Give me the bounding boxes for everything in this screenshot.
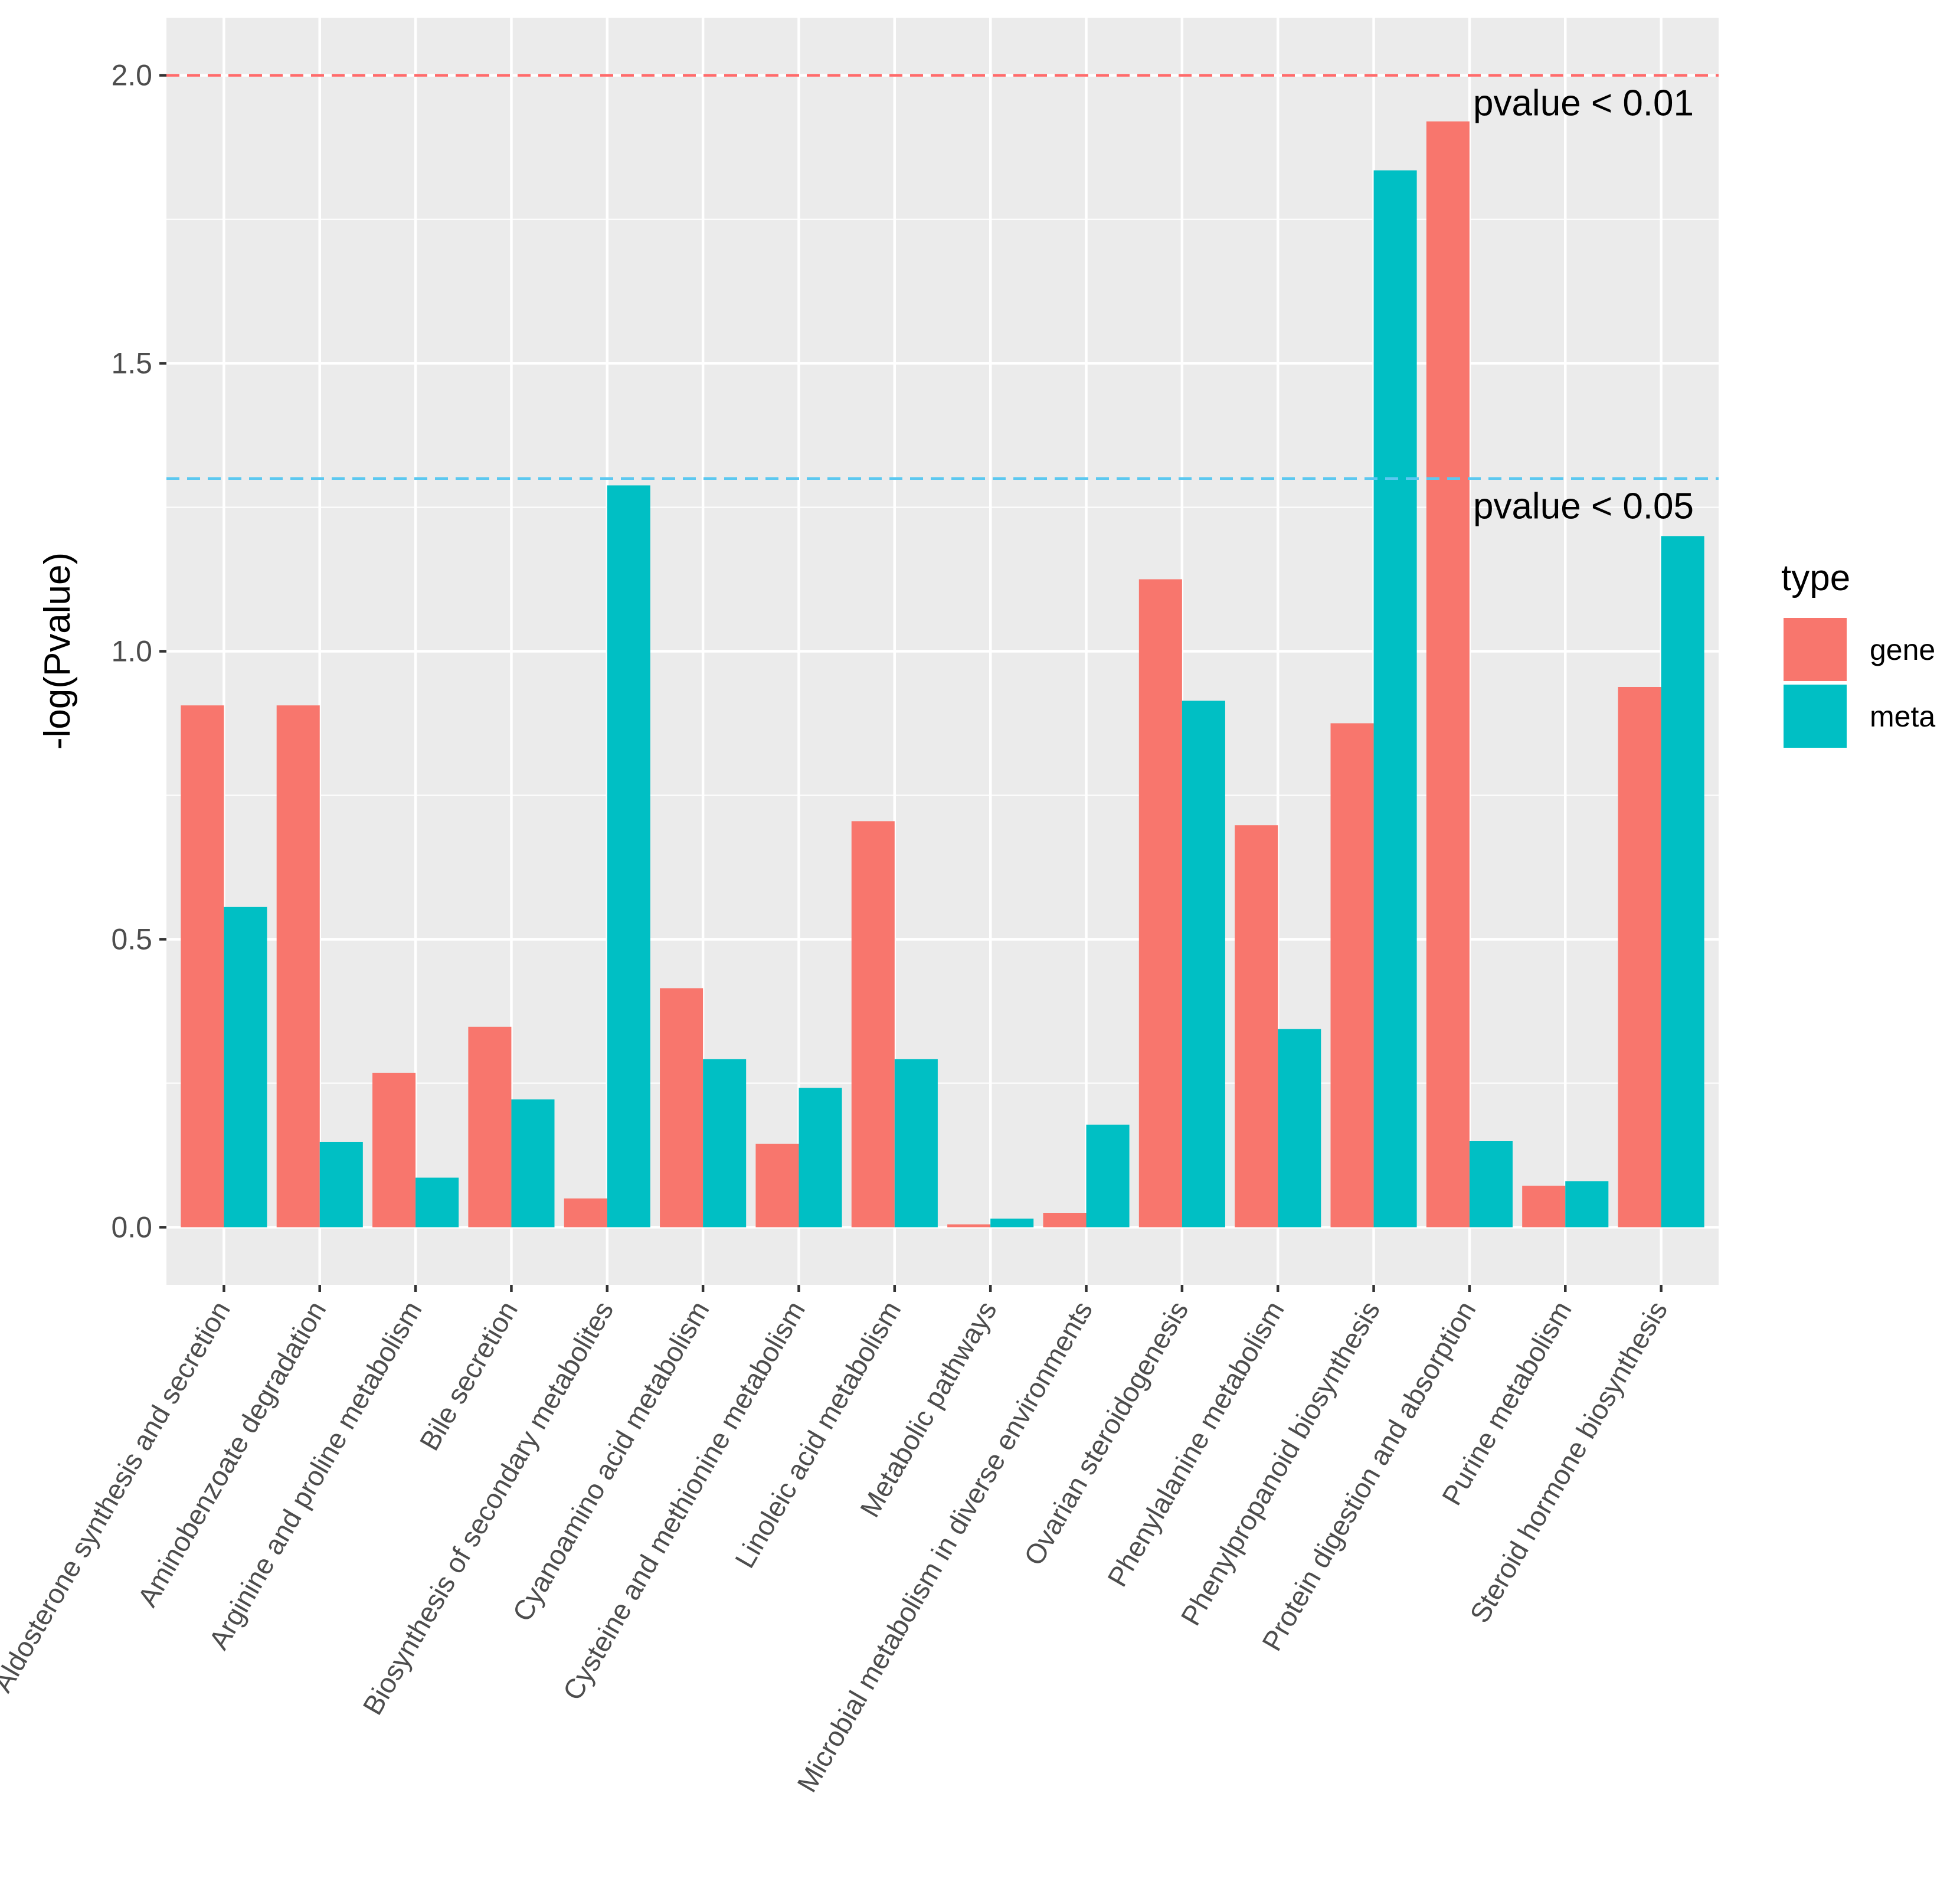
bar-gene-0: [181, 705, 224, 1228]
bar-meta-4: [607, 485, 650, 1228]
bar-gene-9: [1043, 1213, 1087, 1228]
y-tick-label-1: 0.5: [111, 922, 152, 955]
bar-gene-11: [1235, 825, 1278, 1228]
reference-label-0: pvalue < 0.01: [1473, 83, 1694, 124]
bar-meta-7: [894, 1059, 938, 1228]
x-tick-label-11: Phenylalanine metabolism: [1101, 1296, 1290, 1592]
bar-gene-7: [851, 821, 895, 1228]
bar-meta-8: [990, 1218, 1034, 1228]
x-tick-label-5: Cyanoamino acid metabolism: [506, 1296, 715, 1627]
bar-gene-12: [1330, 723, 1374, 1228]
legend: type gene meta: [1781, 558, 1935, 748]
bar-gene-6: [755, 1143, 799, 1228]
bar-gene-13: [1426, 121, 1470, 1228]
legend-label-gene: gene: [1870, 633, 1935, 666]
bar-gene-4: [564, 1198, 607, 1228]
y-tick-label-4: 2.0: [111, 59, 152, 92]
x-tick-label-7: Linoleic acid metabolism: [729, 1296, 907, 1573]
y-tick-label-0: 0.0: [111, 1210, 152, 1243]
bar-meta-12: [1373, 170, 1417, 1228]
bar-meta-11: [1278, 1029, 1321, 1228]
bar-meta-1: [319, 1141, 363, 1228]
bar-meta-13: [1469, 1141, 1513, 1228]
bar-gene-14: [1522, 1186, 1566, 1228]
reference-lines: pvalue < 0.01 pvalue < 0.05: [166, 74, 1719, 527]
y-tick-label-2: 1.0: [111, 635, 152, 668]
x-tick-label-1: Aminobenzoate degradation: [132, 1296, 332, 1612]
x-axis: Aldosterone synthesis and secretionAmino…: [0, 1285, 1673, 1797]
y-tick-label-3: 1.5: [111, 347, 152, 380]
legend-key-meta: [1784, 685, 1847, 748]
bar-meta-15: [1661, 536, 1704, 1228]
bar-meta-9: [1086, 1124, 1130, 1228]
reference-label-1: pvalue < 0.05: [1473, 486, 1694, 527]
bar-meta-2: [415, 1177, 459, 1228]
bar-gene-15: [1618, 687, 1661, 1228]
legend-key-gene: [1784, 618, 1847, 681]
bar-meta-0: [224, 907, 267, 1228]
bar-gene-5: [660, 988, 703, 1228]
bar-meta-3: [511, 1099, 555, 1228]
bar-gene-1: [276, 705, 320, 1228]
legend-label-meta: meta: [1870, 700, 1935, 733]
bar-gene-2: [372, 1072, 416, 1228]
y-axis: 0.0 0.5 1.0 1.5 2.0: [111, 59, 166, 1243]
bar-gene-3: [468, 1026, 512, 1228]
x-tick-label-3: Bile secretion: [413, 1296, 523, 1456]
bar-gene-10: [1138, 579, 1182, 1228]
legend-title: type: [1781, 558, 1850, 598]
bar-meta-5: [703, 1059, 747, 1228]
x-tick-label-15: Steroid hormone biosynthesis: [1464, 1296, 1673, 1628]
y-axis-title: -log(Pvalue): [37, 552, 78, 750]
x-tick-label-12: Phenylpropanoid biosynthesis: [1174, 1296, 1386, 1631]
bar-meta-10: [1182, 701, 1225, 1228]
bar-gene-8: [947, 1224, 991, 1228]
bar-meta-6: [799, 1088, 842, 1228]
bars: [181, 121, 1704, 1228]
x-tick-label-10: Ovarian steroidogenesis: [1017, 1296, 1194, 1570]
bar-meta-14: [1565, 1181, 1609, 1228]
